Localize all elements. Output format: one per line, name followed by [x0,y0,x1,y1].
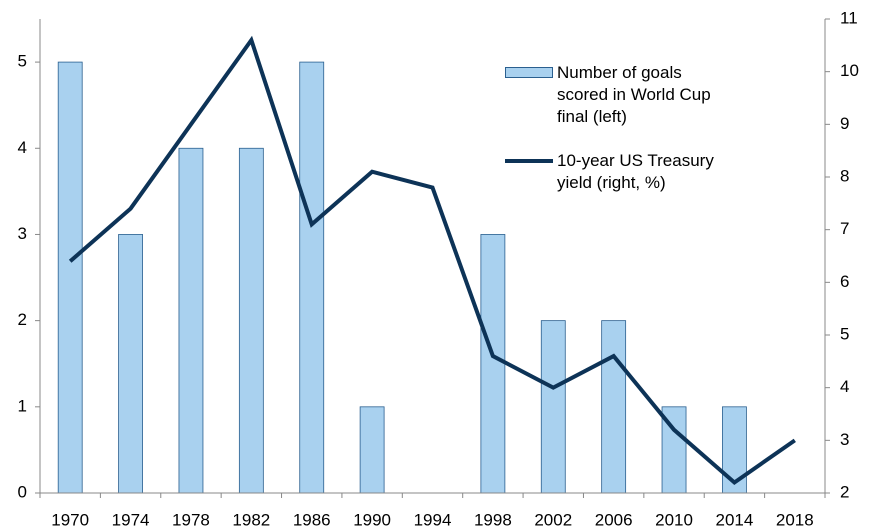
bar [601,320,627,494]
y-tick-label: 1 [18,396,27,415]
y2-tick-label: 6 [840,272,849,291]
y-tick-label: 3 [18,224,27,243]
y-tick-label: 0 [18,482,27,501]
x-tick-label: 2018 [776,510,814,529]
x-tick-label: 2006 [595,510,633,529]
y2-tick-label: 9 [840,114,849,133]
x-tick-label: 2014 [716,510,754,529]
bar [57,61,83,494]
x-tick-label: 1986 [293,510,331,529]
x-tick-label: 1998 [474,510,512,529]
y2-tick-label: 8 [840,166,849,185]
legend-swatch-bar [505,67,553,78]
x-tick-label: 2002 [534,510,572,529]
y-tick-label: 2 [18,310,27,329]
line [68,35,796,486]
legend-swatch-line [505,159,553,163]
bar [238,147,264,494]
bar [540,320,566,494]
y2-tick-label: 4 [840,377,849,396]
bar [118,234,143,494]
x-tick-label: 1982 [232,510,270,529]
y2-tick-label: 5 [840,324,849,343]
x-tick-label: 1994 [414,510,452,529]
y2-tick-label: 10 [840,61,859,80]
bar [359,406,385,494]
legend-label: Number of goals scored in World Cup fina… [557,63,711,126]
y2-tick-label: 11 [840,8,858,27]
x-tick-label: 2010 [655,510,693,529]
legend-item: 10-year US Treasury yield (right, %) [505,150,737,194]
y-tick-label: 4 [18,138,27,157]
bar [299,61,325,494]
bar [480,234,506,494]
x-tick-label: 1974 [112,510,150,529]
legend-label: 10-year US Treasury yield (right, %) [557,151,714,192]
bar [178,147,204,494]
x-tick-label: 1970 [51,510,89,529]
y2-tick-label: 3 [840,430,849,449]
y2-tick-label: 2 [840,482,849,501]
x-tick-label: 1990 [353,510,391,529]
x-tick-label: 1978 [172,510,210,529]
y2-tick-label: 7 [840,219,849,238]
legend-item: Number of goals scored in World Cup fina… [505,62,737,128]
y-tick-label: 5 [18,52,27,71]
